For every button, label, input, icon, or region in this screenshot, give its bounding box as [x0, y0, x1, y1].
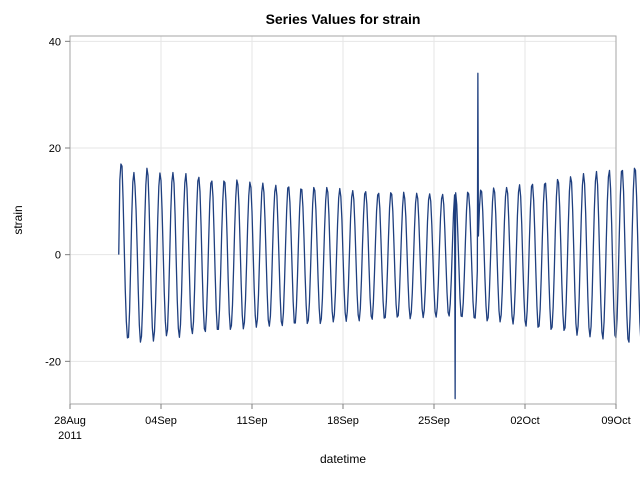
y-tick-label: -20: [45, 356, 61, 368]
x-tick-label: 28Aug: [54, 415, 86, 427]
x-tick-label: 18Sep: [327, 415, 359, 427]
y-tick-label: 0: [55, 250, 61, 262]
chart-title: Series Values for strain: [266, 11, 421, 27]
x-tick-label: 11Sep: [237, 415, 268, 427]
ticks: 28Aug 2011 04Sep 11Sep 18Sep 25Sep 02Oct 09Oct -…: [45, 36, 631, 442]
x-tick-label-year: 2011: [58, 430, 82, 442]
y-tick-label: 40: [49, 36, 61, 48]
series-line: [118, 72, 640, 400]
x-tick-label: 25Sep: [418, 415, 450, 427]
x-tick-label: 04Sep: [145, 415, 177, 427]
x-tick-label: 02Oct: [510, 415, 539, 427]
y-axis-label: strain: [11, 205, 25, 234]
y-tick-label: 20: [49, 143, 61, 155]
x-axis-label: datetime: [320, 452, 366, 466]
x-tick-label: 09Oct: [601, 415, 630, 427]
series-layer: [118, 72, 640, 400]
